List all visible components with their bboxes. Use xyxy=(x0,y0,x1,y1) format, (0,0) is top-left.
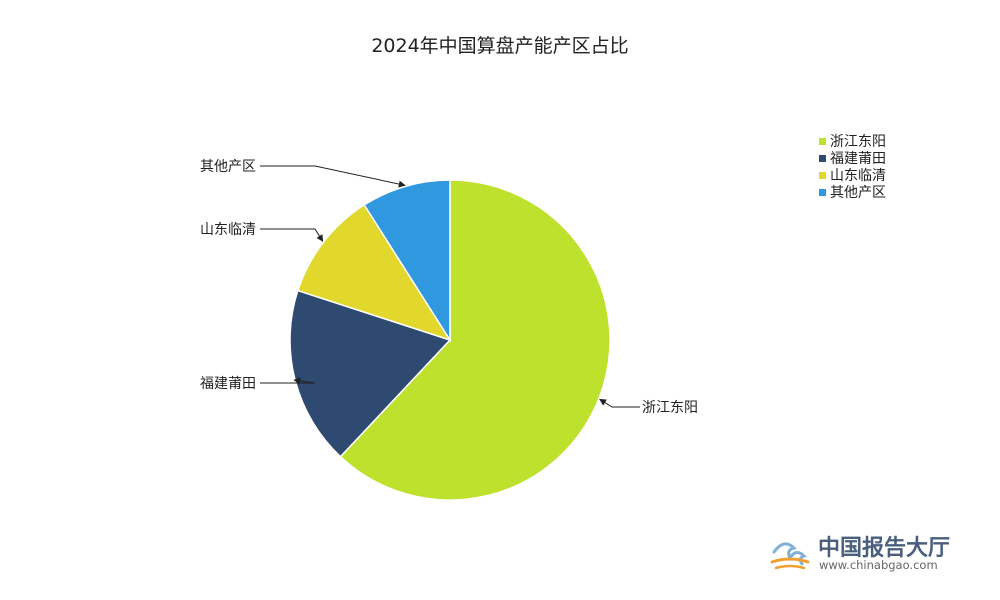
legend-swatch xyxy=(819,155,826,162)
pie-slice xyxy=(339,179,611,501)
callout-leader-line xyxy=(599,398,640,408)
callout-label: 山东临清 xyxy=(200,222,256,238)
chinabgao-logo-icon xyxy=(770,542,810,570)
pie-slice xyxy=(296,203,452,342)
legend-label: 山东临清 xyxy=(830,168,886,184)
legend-swatch xyxy=(819,172,826,179)
legend-label: 其他产区 xyxy=(830,185,886,201)
callout-labels: 浙江东阳 福建莆田 山东临清 其他产区 xyxy=(200,159,698,416)
legend-label: 福建莆田 xyxy=(830,151,886,167)
callout-label: 福建莆田 xyxy=(200,376,256,392)
callout-leader-line xyxy=(260,228,324,242)
pie-slices xyxy=(289,179,611,501)
callout-label: 其他产区 xyxy=(200,159,256,175)
callout-leader-line xyxy=(260,377,316,385)
chart-title: 2024年中国算盘产能产区占比 xyxy=(371,35,628,57)
legend-label: 浙江东阳 xyxy=(830,134,886,150)
watermark-url: www.chinabgao.com xyxy=(819,558,938,572)
callout-label: 浙江东阳 xyxy=(642,400,698,416)
callout-leader-line xyxy=(260,165,406,188)
watermark: 中国报告大厅 www.chinabgao.com xyxy=(770,536,950,572)
watermark-name: 中国报告大厅 xyxy=(818,536,950,561)
legend-swatch xyxy=(819,189,826,196)
legend-swatch xyxy=(819,138,826,145)
